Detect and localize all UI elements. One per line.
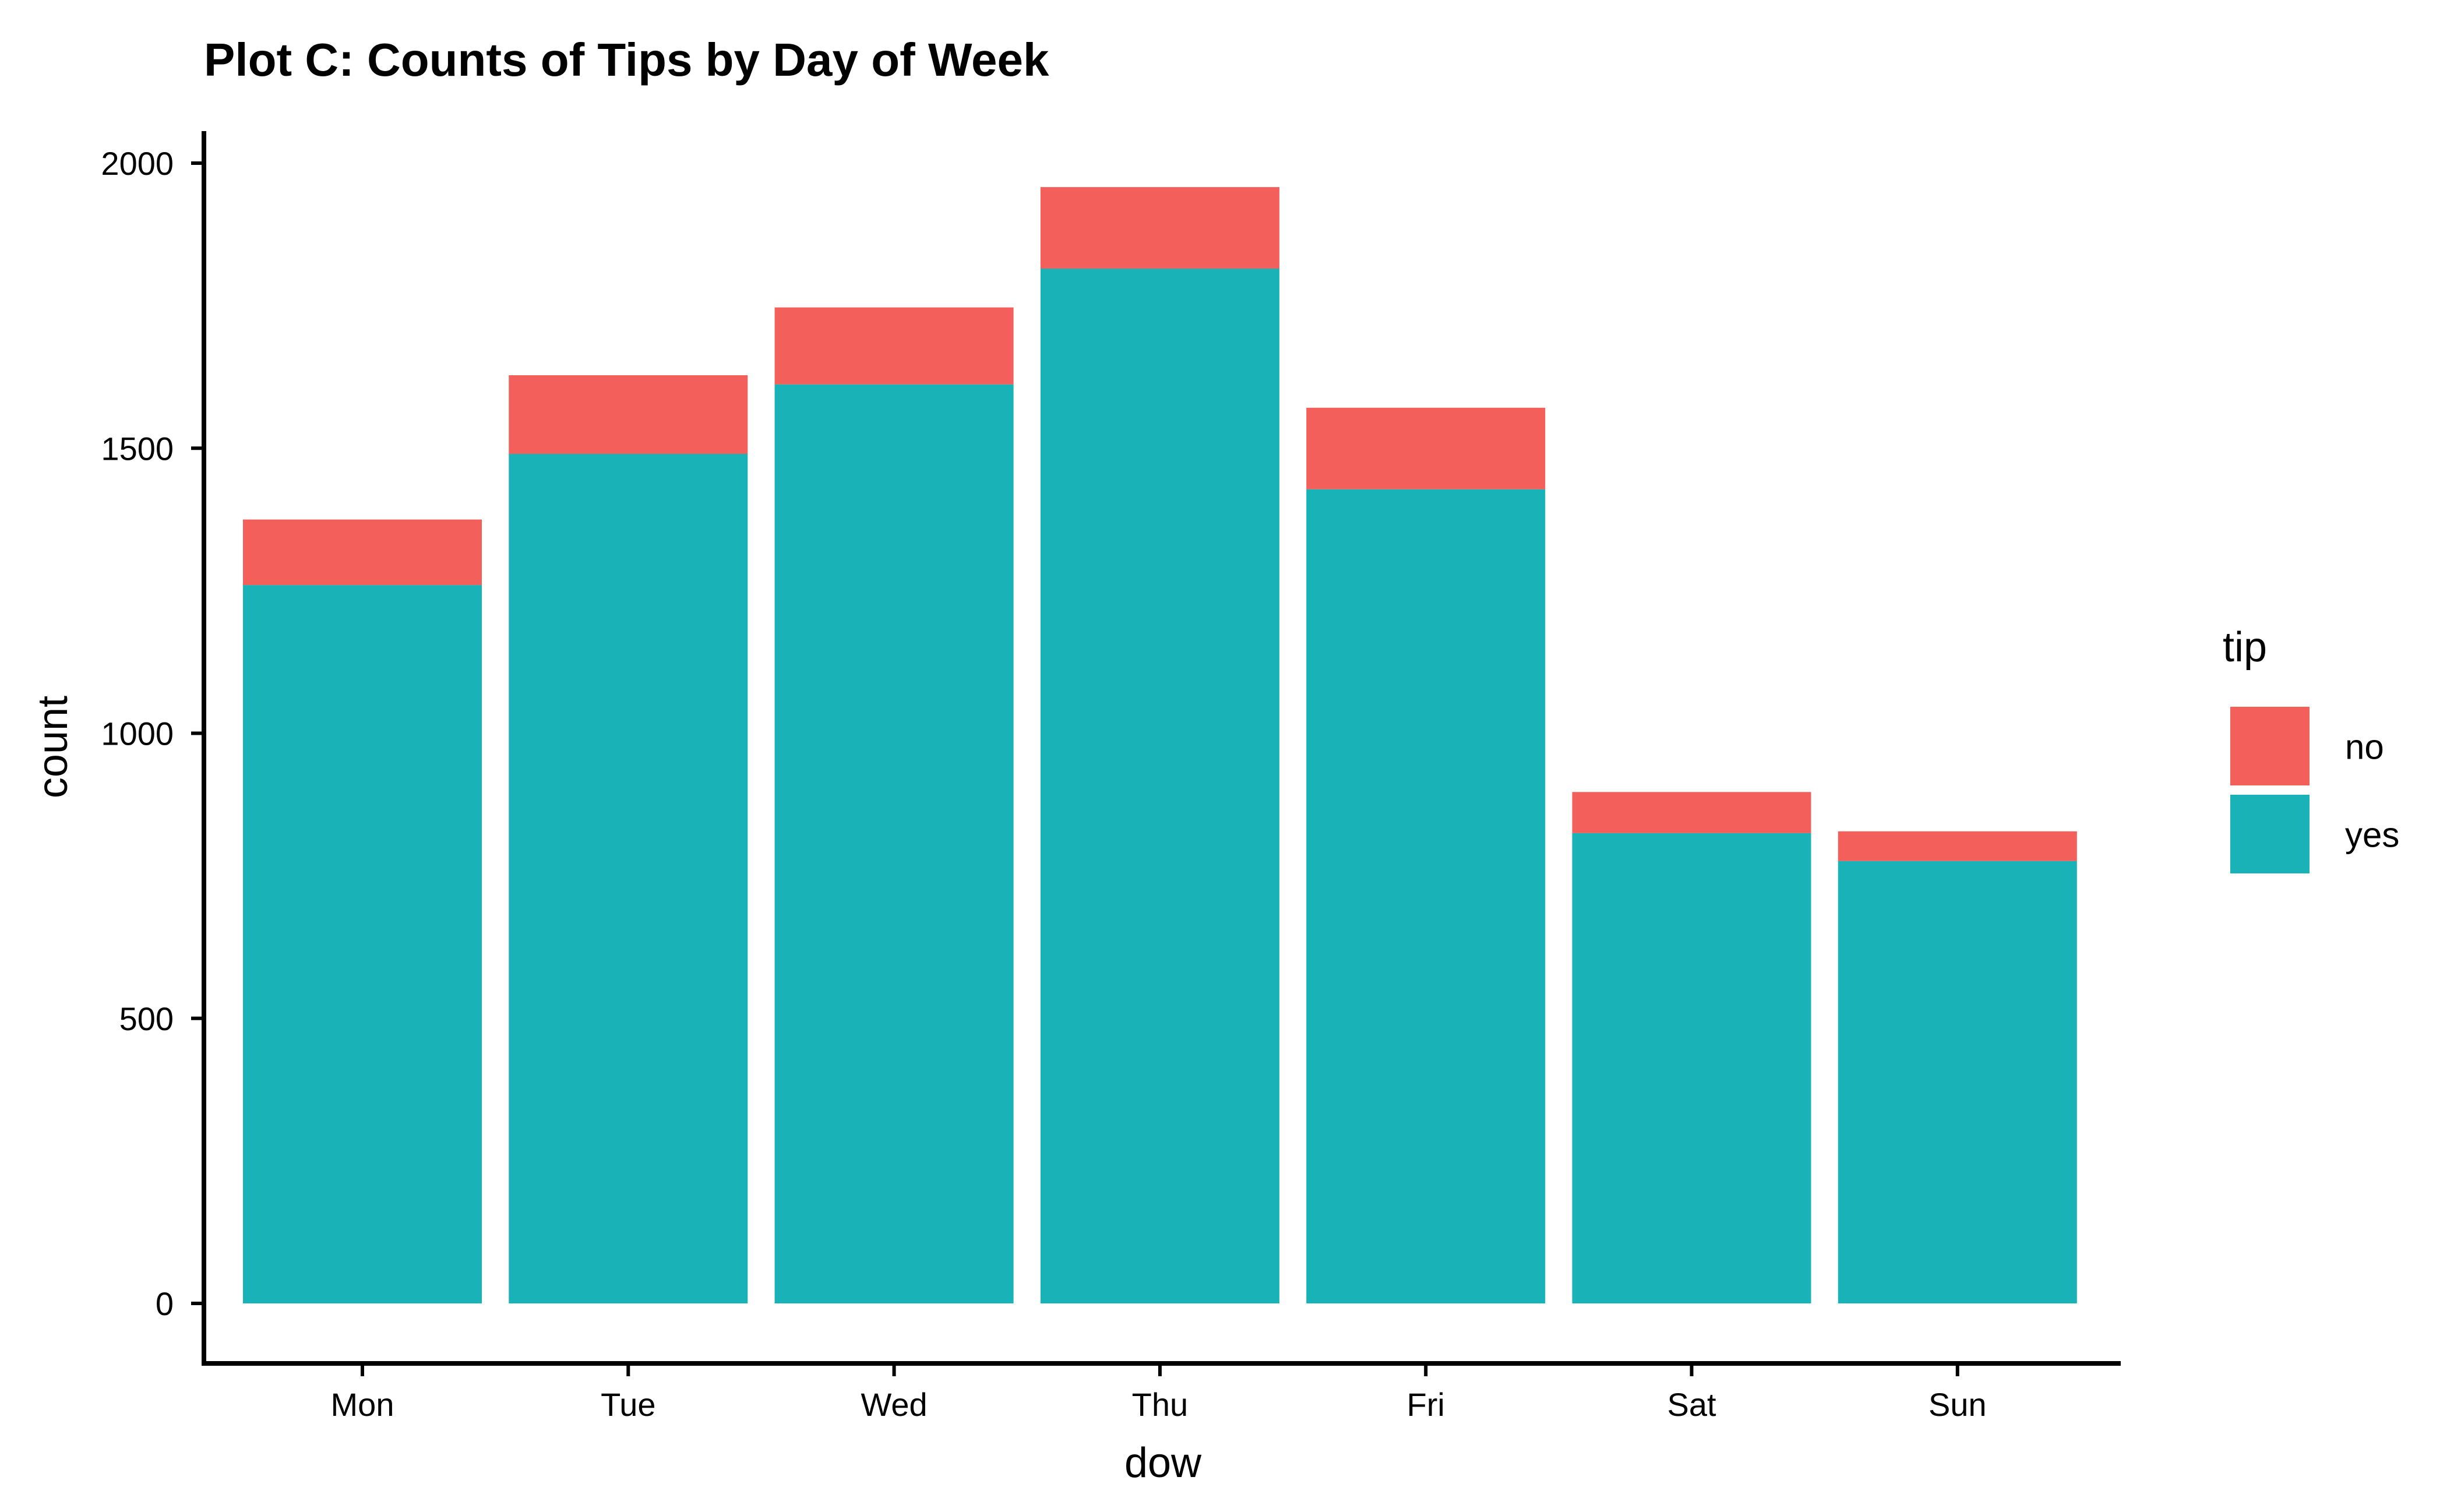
x-axis-ticks: Mon Tue Wed Thu Fri Sat Sun [331,1363,1987,1423]
legend-key-no [2230,707,2310,785]
y-tick-label-1500: 1500 [101,430,174,467]
x-tick-label-sat: Sat [1667,1386,1716,1423]
x-tick-label-mon: Mon [331,1386,394,1423]
bar-wed-no [774,307,1014,385]
bar-fri-no [1306,407,1546,489]
bar-sun-no [1838,831,2077,861]
y-axis-ticks: 0 500 1000 1500 2000 [101,145,204,1322]
y-tick-label-1000: 1000 [101,716,174,752]
bar-thu-no [1040,187,1279,269]
legend-label-yes: yes [2345,816,2399,855]
bar-wed-yes [774,384,1014,1304]
bar-sat-yes [1572,833,1811,1303]
bar-mon-no [243,519,482,586]
legend-label-no: no [2345,728,2384,767]
bar-sun-yes [1838,861,2077,1303]
legend-key-yes [2230,795,2310,873]
y-tick-label-2000: 2000 [101,145,174,182]
x-tick-label-sun: Sun [1928,1386,1987,1423]
legend: tip no yes [2223,624,2399,873]
legend-items: no yes [2230,707,2399,873]
bar-tue-no [509,375,748,454]
y-tick-label-0: 0 [156,1285,174,1322]
bar-tue-yes [509,454,748,1303]
y-tick-label-500: 500 [119,1000,174,1037]
bar-fri-yes [1306,489,1546,1304]
x-axis-title: dow [1124,1440,1202,1486]
y-axis-title: count [30,696,76,798]
bar-mon-yes [243,585,482,1303]
legend-title: tip [2223,624,2267,671]
bar-sat-no [1572,792,1811,833]
x-tick-label-wed: Wed [861,1386,928,1423]
x-tick-label-tue: Tue [601,1386,655,1423]
plot-area [243,187,2077,1304]
chart-title: Plot C: Counts of Tips by Day of Week [204,34,1049,86]
x-tick-label-fri: Fri [1407,1386,1445,1423]
bar-thu-yes [1040,269,1279,1303]
x-tick-label-thu: Thu [1132,1386,1189,1423]
